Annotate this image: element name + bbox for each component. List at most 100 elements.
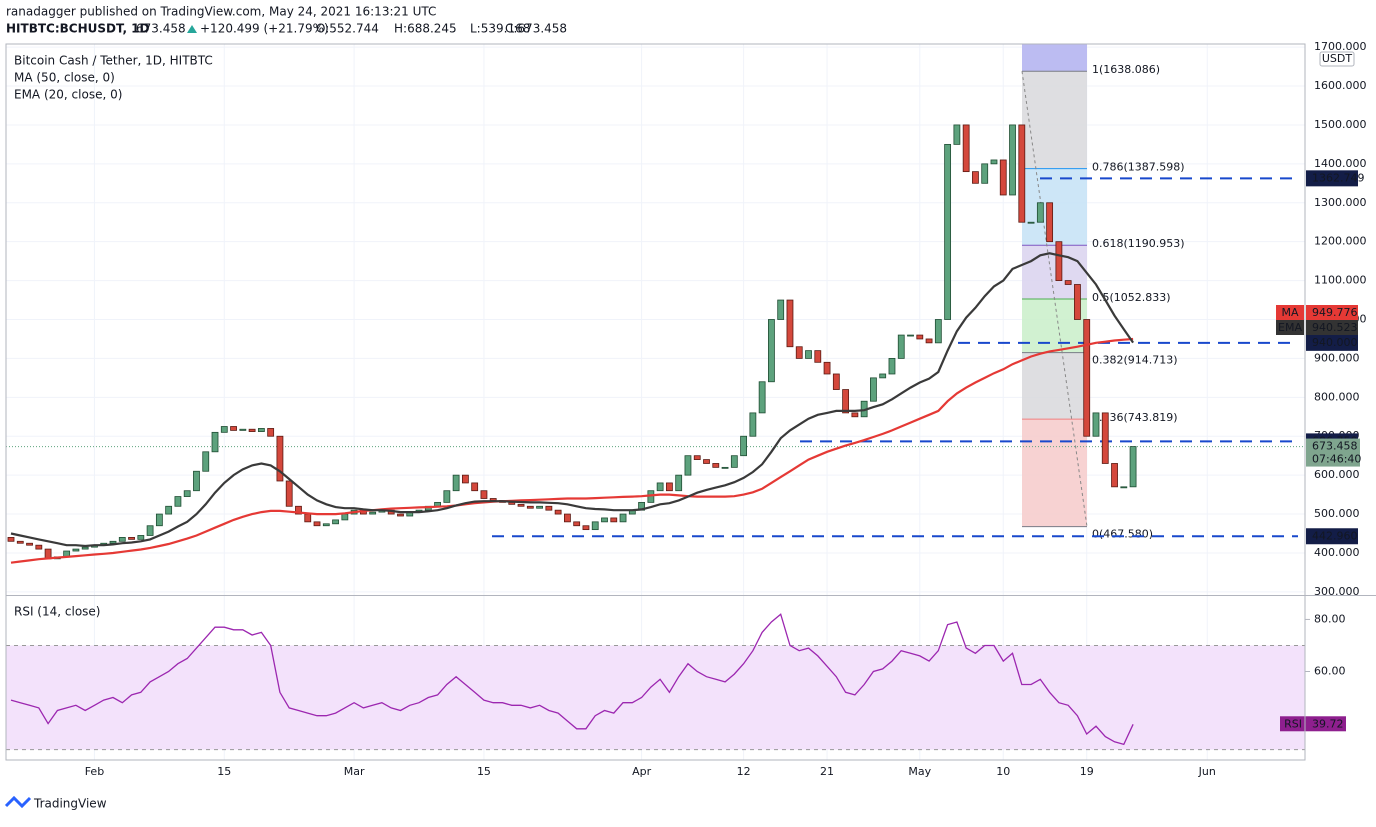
candle xyxy=(1064,280,1072,285)
candle xyxy=(870,377,877,402)
candle xyxy=(1027,221,1035,224)
candle xyxy=(944,143,952,320)
candle xyxy=(897,334,905,359)
candle xyxy=(304,513,312,523)
candle xyxy=(721,466,729,469)
candle xyxy=(267,428,275,437)
rsi-band xyxy=(6,645,1305,750)
candle xyxy=(174,496,182,507)
candle xyxy=(248,428,256,432)
candle xyxy=(851,412,859,418)
y-tick-label: 500.000 xyxy=(1314,507,1360,520)
y-tick-label: 1400.000 xyxy=(1314,157,1367,170)
candle xyxy=(536,505,543,509)
candle xyxy=(128,537,135,540)
candle xyxy=(888,358,896,375)
x-tick-label: Feb xyxy=(85,765,104,778)
candle xyxy=(916,334,924,340)
candle xyxy=(1129,446,1137,488)
candle xyxy=(118,537,126,542)
candle xyxy=(981,163,989,184)
candle xyxy=(972,171,979,184)
candle xyxy=(193,470,200,492)
y-tick-label: 800.000 xyxy=(1314,390,1360,403)
x-tick-label: Apr xyxy=(632,765,652,778)
badge-name: EMA xyxy=(1278,321,1302,334)
indicator-line xyxy=(10,337,1134,564)
fib-label: 0(467.580) xyxy=(1092,528,1153,541)
candle xyxy=(1092,412,1100,437)
fib-zone xyxy=(1022,71,1087,169)
candle xyxy=(1009,124,1016,196)
candle xyxy=(1046,202,1054,243)
rsi-line xyxy=(10,613,1134,746)
high: H:688.245 xyxy=(394,22,457,36)
candle xyxy=(16,540,24,544)
candle xyxy=(285,480,293,507)
countdown: 07:46:40 xyxy=(1312,453,1361,466)
legend-rsi: RSI (14, close) xyxy=(14,605,100,619)
candle xyxy=(656,482,664,492)
candle xyxy=(601,517,608,523)
candle xyxy=(146,525,154,536)
x-tick-label: 10 xyxy=(996,765,1010,778)
plot: Feb 15 Mar 15 Apr 12 21 May 10 19 Jun 300.000 400.00… xyxy=(6,40,1367,778)
fib-label: 1(1638.086) xyxy=(1092,63,1160,76)
x-tick-label: 15 xyxy=(217,765,231,778)
fib-zone xyxy=(1022,352,1087,420)
badge-name-box xyxy=(1276,320,1304,335)
candle xyxy=(211,431,219,453)
candle xyxy=(1055,241,1063,281)
candle xyxy=(749,412,757,437)
candle xyxy=(81,546,89,550)
candle xyxy=(443,490,451,503)
fib-zone xyxy=(1022,168,1087,246)
level-label: 1362.749 xyxy=(1312,171,1365,184)
candle xyxy=(990,159,998,165)
fib-label: 0.382(914.713) xyxy=(1092,354,1178,367)
candle xyxy=(7,537,15,542)
currency: USDT xyxy=(1322,52,1353,65)
candle xyxy=(239,428,247,431)
level-badge xyxy=(1306,334,1358,351)
candle xyxy=(1036,202,1044,223)
rsi-value: 39.72 xyxy=(1312,717,1344,730)
candle xyxy=(332,519,339,525)
fib-label: 0.618(1190.953) xyxy=(1092,237,1185,250)
candle xyxy=(823,361,831,375)
candle xyxy=(591,521,599,531)
up-arrow xyxy=(187,25,197,33)
candle xyxy=(879,373,887,379)
candle xyxy=(452,474,460,492)
candle xyxy=(480,490,488,499)
x-tick-label: 19 xyxy=(1080,765,1094,778)
y-tick-label: 1700.000 xyxy=(1314,40,1367,53)
fib-label: 0.5(1052.833) xyxy=(1092,291,1171,304)
rsi-tick-label: 60.00 xyxy=(1314,664,1346,677)
open: O:552.744 xyxy=(316,22,379,36)
currency-box xyxy=(1319,51,1355,67)
candle xyxy=(220,426,228,433)
candle xyxy=(573,521,581,527)
last-price: 673.458 xyxy=(136,22,186,36)
x-tick-label: Jun xyxy=(1198,765,1216,778)
candle xyxy=(295,505,302,515)
fib-label: 0.236(743.819) xyxy=(1092,411,1178,424)
candle xyxy=(666,482,673,492)
footer-logo: TradingView xyxy=(33,797,107,811)
legend-ma: MA (50, close, 0) xyxy=(14,71,115,85)
candle xyxy=(758,381,766,414)
candle xyxy=(786,299,794,348)
candle xyxy=(109,540,117,544)
candle xyxy=(907,334,914,337)
candle xyxy=(768,319,775,383)
y-tick-label: 1500.000 xyxy=(1314,118,1367,131)
author-line: ranadagger published on TradingView.com,… xyxy=(6,5,436,19)
candle xyxy=(740,435,747,457)
candle xyxy=(137,535,145,540)
x-tick-label: 15 xyxy=(477,765,491,778)
candle xyxy=(582,525,590,531)
candle xyxy=(814,350,822,363)
y-tick-label: 1300.000 xyxy=(1314,196,1367,209)
